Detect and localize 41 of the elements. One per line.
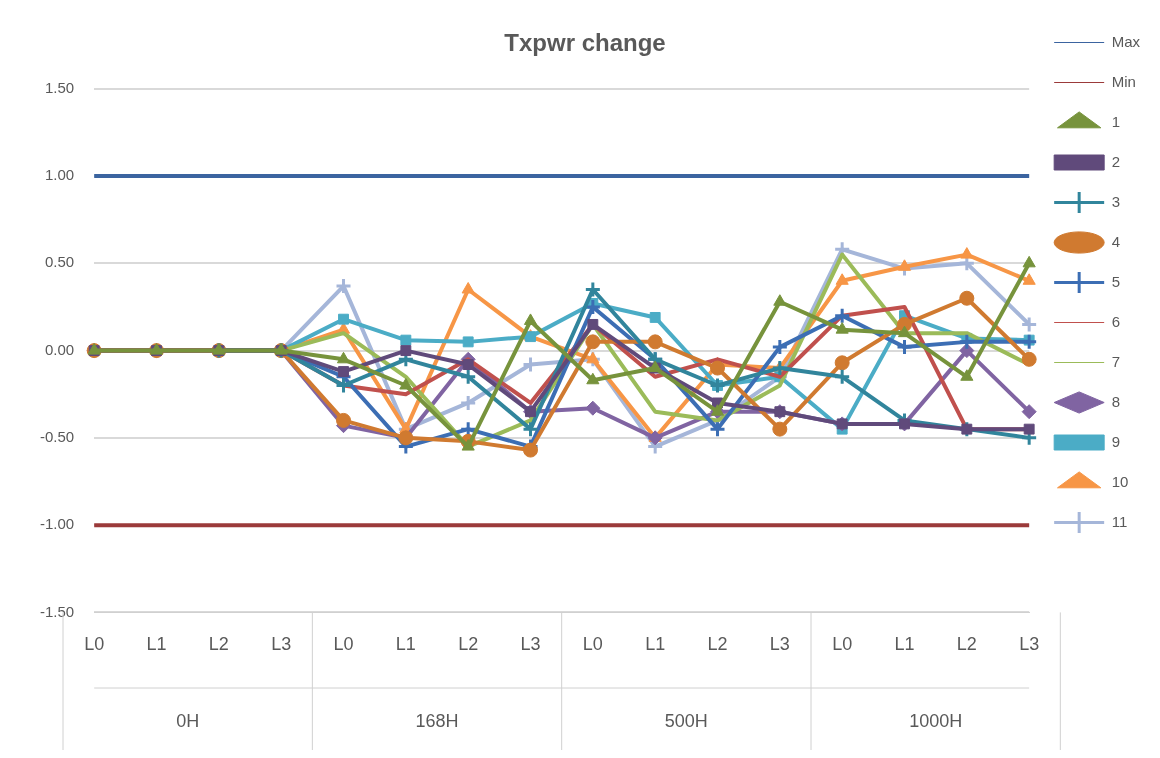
x-tick-label: L3 [769, 634, 790, 655]
x-tick-label: L1 [146, 634, 167, 655]
y-tick-label: 0.50 [44, 253, 75, 271]
legend-label: 10 [1111, 472, 1129, 490]
y-tick-label: 1.00 [44, 166, 75, 184]
x-tick-label: L3 [520, 634, 541, 655]
text: 500H [664, 710, 708, 731]
y-tick-label: -1.50 [39, 602, 75, 620]
y-tick-label: -1.00 [39, 515, 75, 533]
x-tick-label: L2 [208, 634, 229, 655]
x-tick-label: L2 [956, 634, 977, 655]
legend-label: 7 [1111, 352, 1121, 370]
text: 1000H [909, 710, 963, 731]
x-tick-label: L2 [707, 634, 728, 655]
x-tick-label: L0 [333, 634, 354, 655]
y-tick-label: 0.00 [44, 340, 75, 358]
legend-label: 2 [1111, 152, 1121, 170]
x-tick-label: L0 [582, 634, 603, 655]
legend-label: 11 [1111, 512, 1128, 530]
x-tick-label: L1 [395, 634, 416, 655]
chart-title: Txpwr change [504, 29, 666, 57]
legend-label: 5 [1111, 272, 1121, 290]
legend-label: 3 [1111, 192, 1121, 210]
legend-label: 4 [1111, 232, 1121, 250]
legend-label: 8 [1111, 392, 1121, 410]
text: 0H [176, 710, 200, 731]
y-tick-label: -0.50 [39, 428, 75, 446]
x-tick-label: L1 [645, 634, 666, 655]
legend-label: 9 [1111, 432, 1121, 450]
text: 168H [415, 710, 459, 731]
x-tick-label: L3 [271, 634, 292, 655]
x-tick-label: L1 [894, 634, 915, 655]
x-tick-label: L2 [458, 634, 479, 655]
x-tick-label: L3 [1019, 634, 1040, 655]
y-tick-label: 1.50 [44, 78, 75, 96]
legend-label: 6 [1111, 312, 1121, 330]
x-tick-label: L0 [832, 634, 853, 655]
legend-label: Max [1111, 32, 1141, 50]
legend-label: 1 [1111, 112, 1121, 130]
legend-label: Min [1111, 72, 1136, 90]
x-tick-label: L0 [84, 634, 105, 655]
